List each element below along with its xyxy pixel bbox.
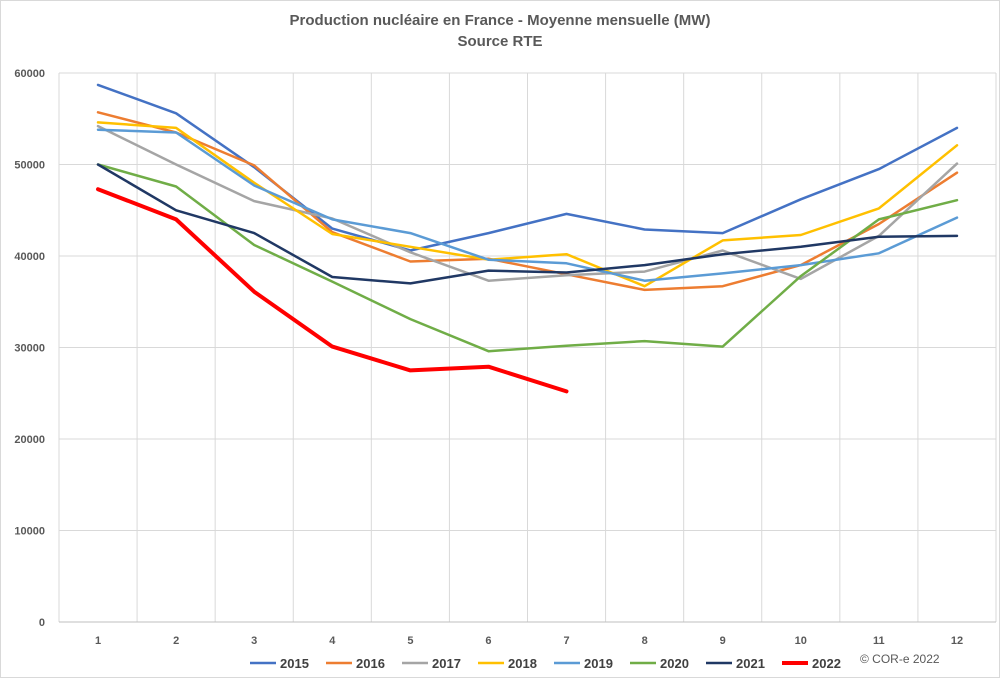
legend-label-2017: 2017 xyxy=(432,656,461,671)
x-tick-label: 8 xyxy=(642,635,648,647)
x-tick-label: 3 xyxy=(251,635,257,647)
legend-label-2022: 2022 xyxy=(812,656,841,671)
x-tick-label: 10 xyxy=(795,635,807,647)
series-line-2017 xyxy=(96,124,959,282)
y-tick-label: 20000 xyxy=(14,434,45,446)
legend-label-2016: 2016 xyxy=(356,656,385,671)
x-tick-label: 12 xyxy=(951,635,963,647)
series-lines xyxy=(96,83,959,394)
y-tick-label: 0 xyxy=(39,617,45,629)
chart-title: Production nucléaire en France - Moyenne… xyxy=(0,10,1000,52)
y-tick-label: 40000 xyxy=(14,251,45,263)
legend-label-2018: 2018 xyxy=(508,656,537,671)
legend-label-2015: 2015 xyxy=(280,656,309,671)
legend: 2015 2016 2017 2018 2019 2020 2021 2022 xyxy=(250,656,841,671)
y-tick-label: 60000 xyxy=(14,68,45,80)
series-line-2019 xyxy=(96,128,959,282)
legend-label-2020: 2020 xyxy=(660,656,689,671)
x-tick-label: 5 xyxy=(407,635,413,647)
chart-title-main: Production nucléaire en France - Moyenne… xyxy=(289,12,711,29)
y-tick-label: 10000 xyxy=(14,526,45,538)
x-tick-label: 6 xyxy=(485,635,491,647)
legend-label-2019: 2019 xyxy=(584,656,613,671)
x-tick-label: 4 xyxy=(329,635,336,647)
x-tick-label: 11 xyxy=(873,635,885,647)
x-tick-label: 7 xyxy=(563,635,569,647)
x-tick-label: 9 xyxy=(720,635,726,647)
x-tick-label: 1 xyxy=(95,635,101,647)
copyright-notice: © COR-e 2022 xyxy=(860,652,940,666)
series-line-2020 xyxy=(96,163,959,353)
series-line-2015 xyxy=(96,83,959,252)
y-tick-label: 30000 xyxy=(14,343,45,355)
x-tick-label: 2 xyxy=(173,635,179,647)
series-line-2018 xyxy=(96,121,959,288)
chart-subtitle: Source RTE xyxy=(457,33,543,50)
series-line-2022 xyxy=(96,187,569,394)
y-tick-label: 50000 xyxy=(14,160,45,172)
series-line-2021 xyxy=(96,163,959,285)
legend-label-2021: 2021 xyxy=(736,656,765,671)
series-line-2016 xyxy=(96,111,959,292)
